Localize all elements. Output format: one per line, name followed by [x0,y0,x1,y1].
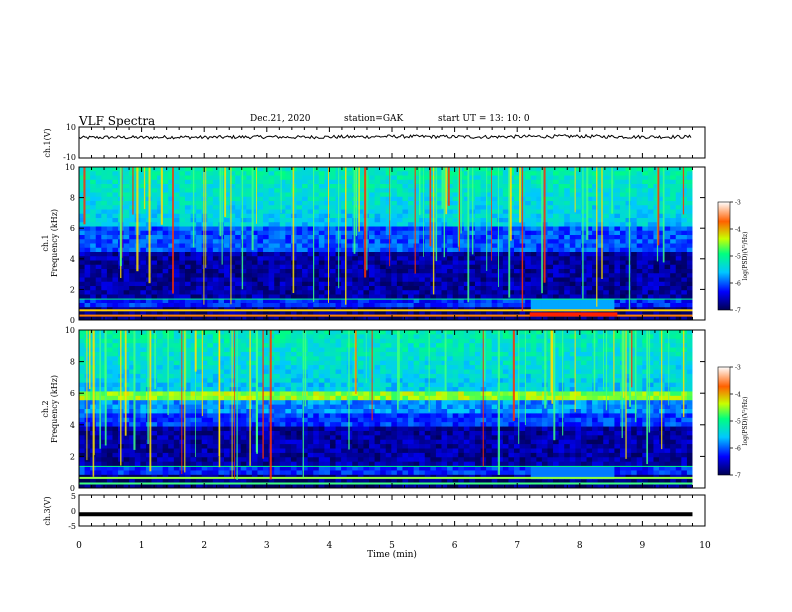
ch2-ylabel-prefix: ch.2 [41,400,50,417]
xtick-label: 1 [139,541,145,551]
xtick-label: 9 [640,541,646,551]
ch1-ylabel-prefix: ch.1 [41,234,50,251]
colorbar-tick-label: -5 [735,419,741,426]
ch2-colorbar: -3 -4 -5 -6 -7 log(PSD)(V²/Hz) [717,365,749,480]
xtick-label: 5 [389,541,395,551]
colorbar-tick-label: -5 [735,254,741,261]
ytick-label: 0 [70,484,75,493]
ytick-label: 0 [70,316,75,325]
start-time-label: start UT = 13: 10: 0 [438,114,530,124]
ch3-ytick-bottom: -5 [68,522,76,531]
station-label: station=GAK [344,114,404,124]
ch3-ytick-top: 5 [71,492,76,501]
colorbar-tick-label: -3 [735,200,741,207]
ch2-spectrogram [78,329,706,489]
ch1-ylabel: ch.1(V) [43,128,52,157]
ch3-ytick-mid: 0 [71,507,76,516]
xtick-label: 2 [201,541,207,551]
ch1-waveform-frame [78,126,706,159]
ch2-freq-ylabel: Frequency (kHz) [50,375,59,443]
x-axis-label: Time (min) [367,549,417,560]
colorbar-tick-label: -4 [735,227,741,234]
ch1-spectrogram [78,166,706,321]
ytick-label: 8 [70,358,75,367]
ch1-colorbar: -3 -4 -5 -6 -7 log(PSD)(V²/Hz) [717,200,749,315]
ch3-ylabel: ch.3(V) [43,496,52,525]
colorbar-tick-label: -7 [735,308,741,315]
xtick-label: 8 [577,541,583,551]
xtick-label: 6 [452,541,458,551]
ch2-colorbar-label: log(PSD)(V²/Hz) [742,397,749,446]
ytick-label: 4 [70,255,75,264]
ch1-freq-ylabel: Frequency (kHz) [50,209,59,277]
ch1-ytick-bottom: -10 [63,153,76,162]
ytick-label: 2 [70,285,75,294]
colorbar-tick-label: -7 [735,473,741,480]
xtick-label: 3 [264,541,270,551]
ch1-ytick-top: 10 [66,123,76,132]
colorbar-tick-label: -4 [735,392,741,399]
colorbar-tick-label: -6 [735,281,741,288]
chart-title: VLF Spectra [79,114,156,128]
colorbar-tick-label: -6 [735,446,741,453]
date-label: Dec.21, 2020 [250,114,311,124]
xtick-label: 10 [699,541,711,551]
ytick-label: 4 [70,421,75,430]
ytick-label: 8 [70,194,75,203]
ch1-colorbar-label: log(PSD)(V²/Hz) [742,232,749,281]
ytick-label: 2 [70,452,75,461]
xtick-label: 4 [327,541,333,551]
xtick-label: 0 [76,541,82,551]
ytick-label: 6 [70,224,75,233]
xtick-label: 7 [514,541,520,551]
ytick-label: 10 [65,163,75,172]
ytick-label: 6 [70,389,75,398]
ch1-waveform-line [78,133,692,140]
colorbar-tick-label: -3 [735,365,741,372]
ytick-label: 10 [65,326,75,335]
